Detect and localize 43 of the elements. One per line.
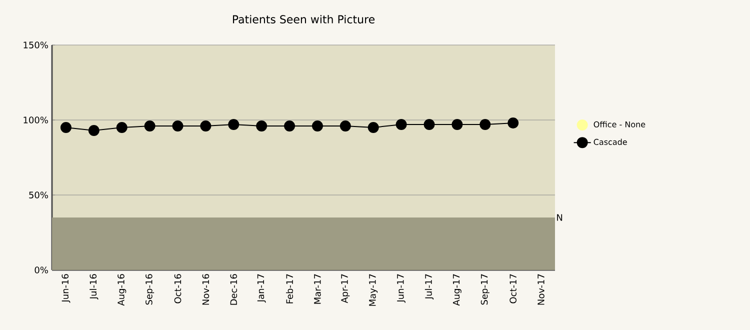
point — [88, 125, 100, 136]
point — [200, 120, 212, 132]
point — [256, 120, 268, 132]
x-tick-label: May-17 — [369, 274, 378, 306]
point — [480, 119, 491, 130]
point — [60, 122, 72, 133]
y-tick-label: 150% — [24, 42, 48, 48]
chart-title: Patients Seen with Picture — [232, 14, 375, 24]
x-tick-label: Jan-17 — [257, 274, 266, 303]
x-tick-label: Dec-16 — [230, 274, 238, 305]
x-tick-label: Oct-17 — [510, 274, 516, 304]
x-tick-label: Nov-16 — [202, 274, 210, 305]
point — [396, 119, 407, 130]
x-tick-label: Nov-17 — [538, 274, 544, 305]
x-tick-label: Jul-17 — [424, 274, 434, 300]
x-tick-label: Sep-17 — [480, 274, 490, 305]
x-tick-label: Feb-17 — [286, 274, 294, 304]
point — [312, 120, 323, 132]
x-tick-label: Oct-16 — [174, 274, 182, 304]
x-tick-label: Jul-16 — [90, 274, 98, 300]
point — [284, 120, 296, 132]
x-tick-label: Jun-16 — [62, 274, 70, 303]
y-tick-label: 100% — [24, 116, 48, 124]
point — [424, 119, 435, 130]
y-tick-label: 50% — [29, 192, 48, 198]
point — [144, 120, 156, 132]
point — [508, 118, 519, 128]
y-tick-label: 0% — [34, 266, 48, 274]
x-tick-label: Apr-17 — [341, 274, 350, 304]
x-tick-label: Sep-16 — [146, 274, 154, 305]
x-tick-label: Aug-16 — [118, 274, 126, 306]
point — [340, 120, 351, 132]
point — [368, 122, 379, 133]
point — [228, 119, 240, 130]
x-tick-label: Mar-17 — [314, 274, 321, 304]
point — [116, 122, 128, 133]
point — [172, 120, 184, 132]
legend-label: Cascade — [594, 138, 627, 145]
band-label: N — [557, 214, 562, 221]
x-tick-label: Jun-17 — [397, 274, 406, 303]
point — [452, 119, 463, 130]
x-tick-label: Aug-17 — [452, 274, 462, 306]
legend-label: Office - None — [594, 121, 646, 128]
